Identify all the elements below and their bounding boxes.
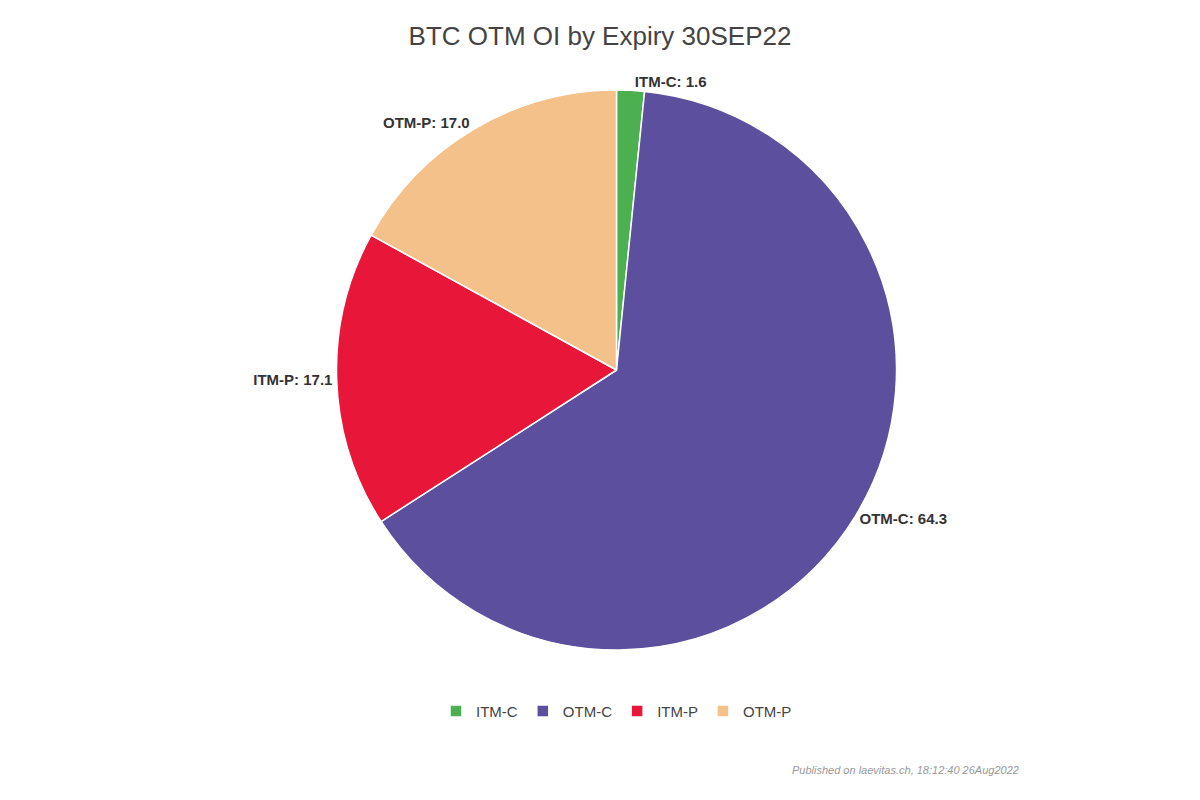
svg-text:OTM-C: OTM-C xyxy=(563,703,612,720)
svg-text:OTM-C: 64.3: OTM-C: 64.3 xyxy=(859,510,947,527)
svg-text:BTC OTM OI by Expiry 30SEP22: BTC OTM OI by Expiry 30SEP22 xyxy=(409,21,792,51)
svg-text:ITM-C: 1.6: ITM-C: 1.6 xyxy=(635,73,707,90)
svg-text:OTM-P: OTM-P xyxy=(743,703,791,720)
svg-text:ITM-P: ITM-P xyxy=(657,703,698,720)
svg-text:Published on laevitas.ch, 18:1: Published on laevitas.ch, 18:12:40 26Aug… xyxy=(792,764,1019,776)
svg-text:ITM-P: 17.1: ITM-P: 17.1 xyxy=(253,371,332,388)
svg-text:ITM-C: ITM-C xyxy=(476,703,518,720)
svg-text:OTM-P: 17.0: OTM-P: 17.0 xyxy=(383,114,470,131)
